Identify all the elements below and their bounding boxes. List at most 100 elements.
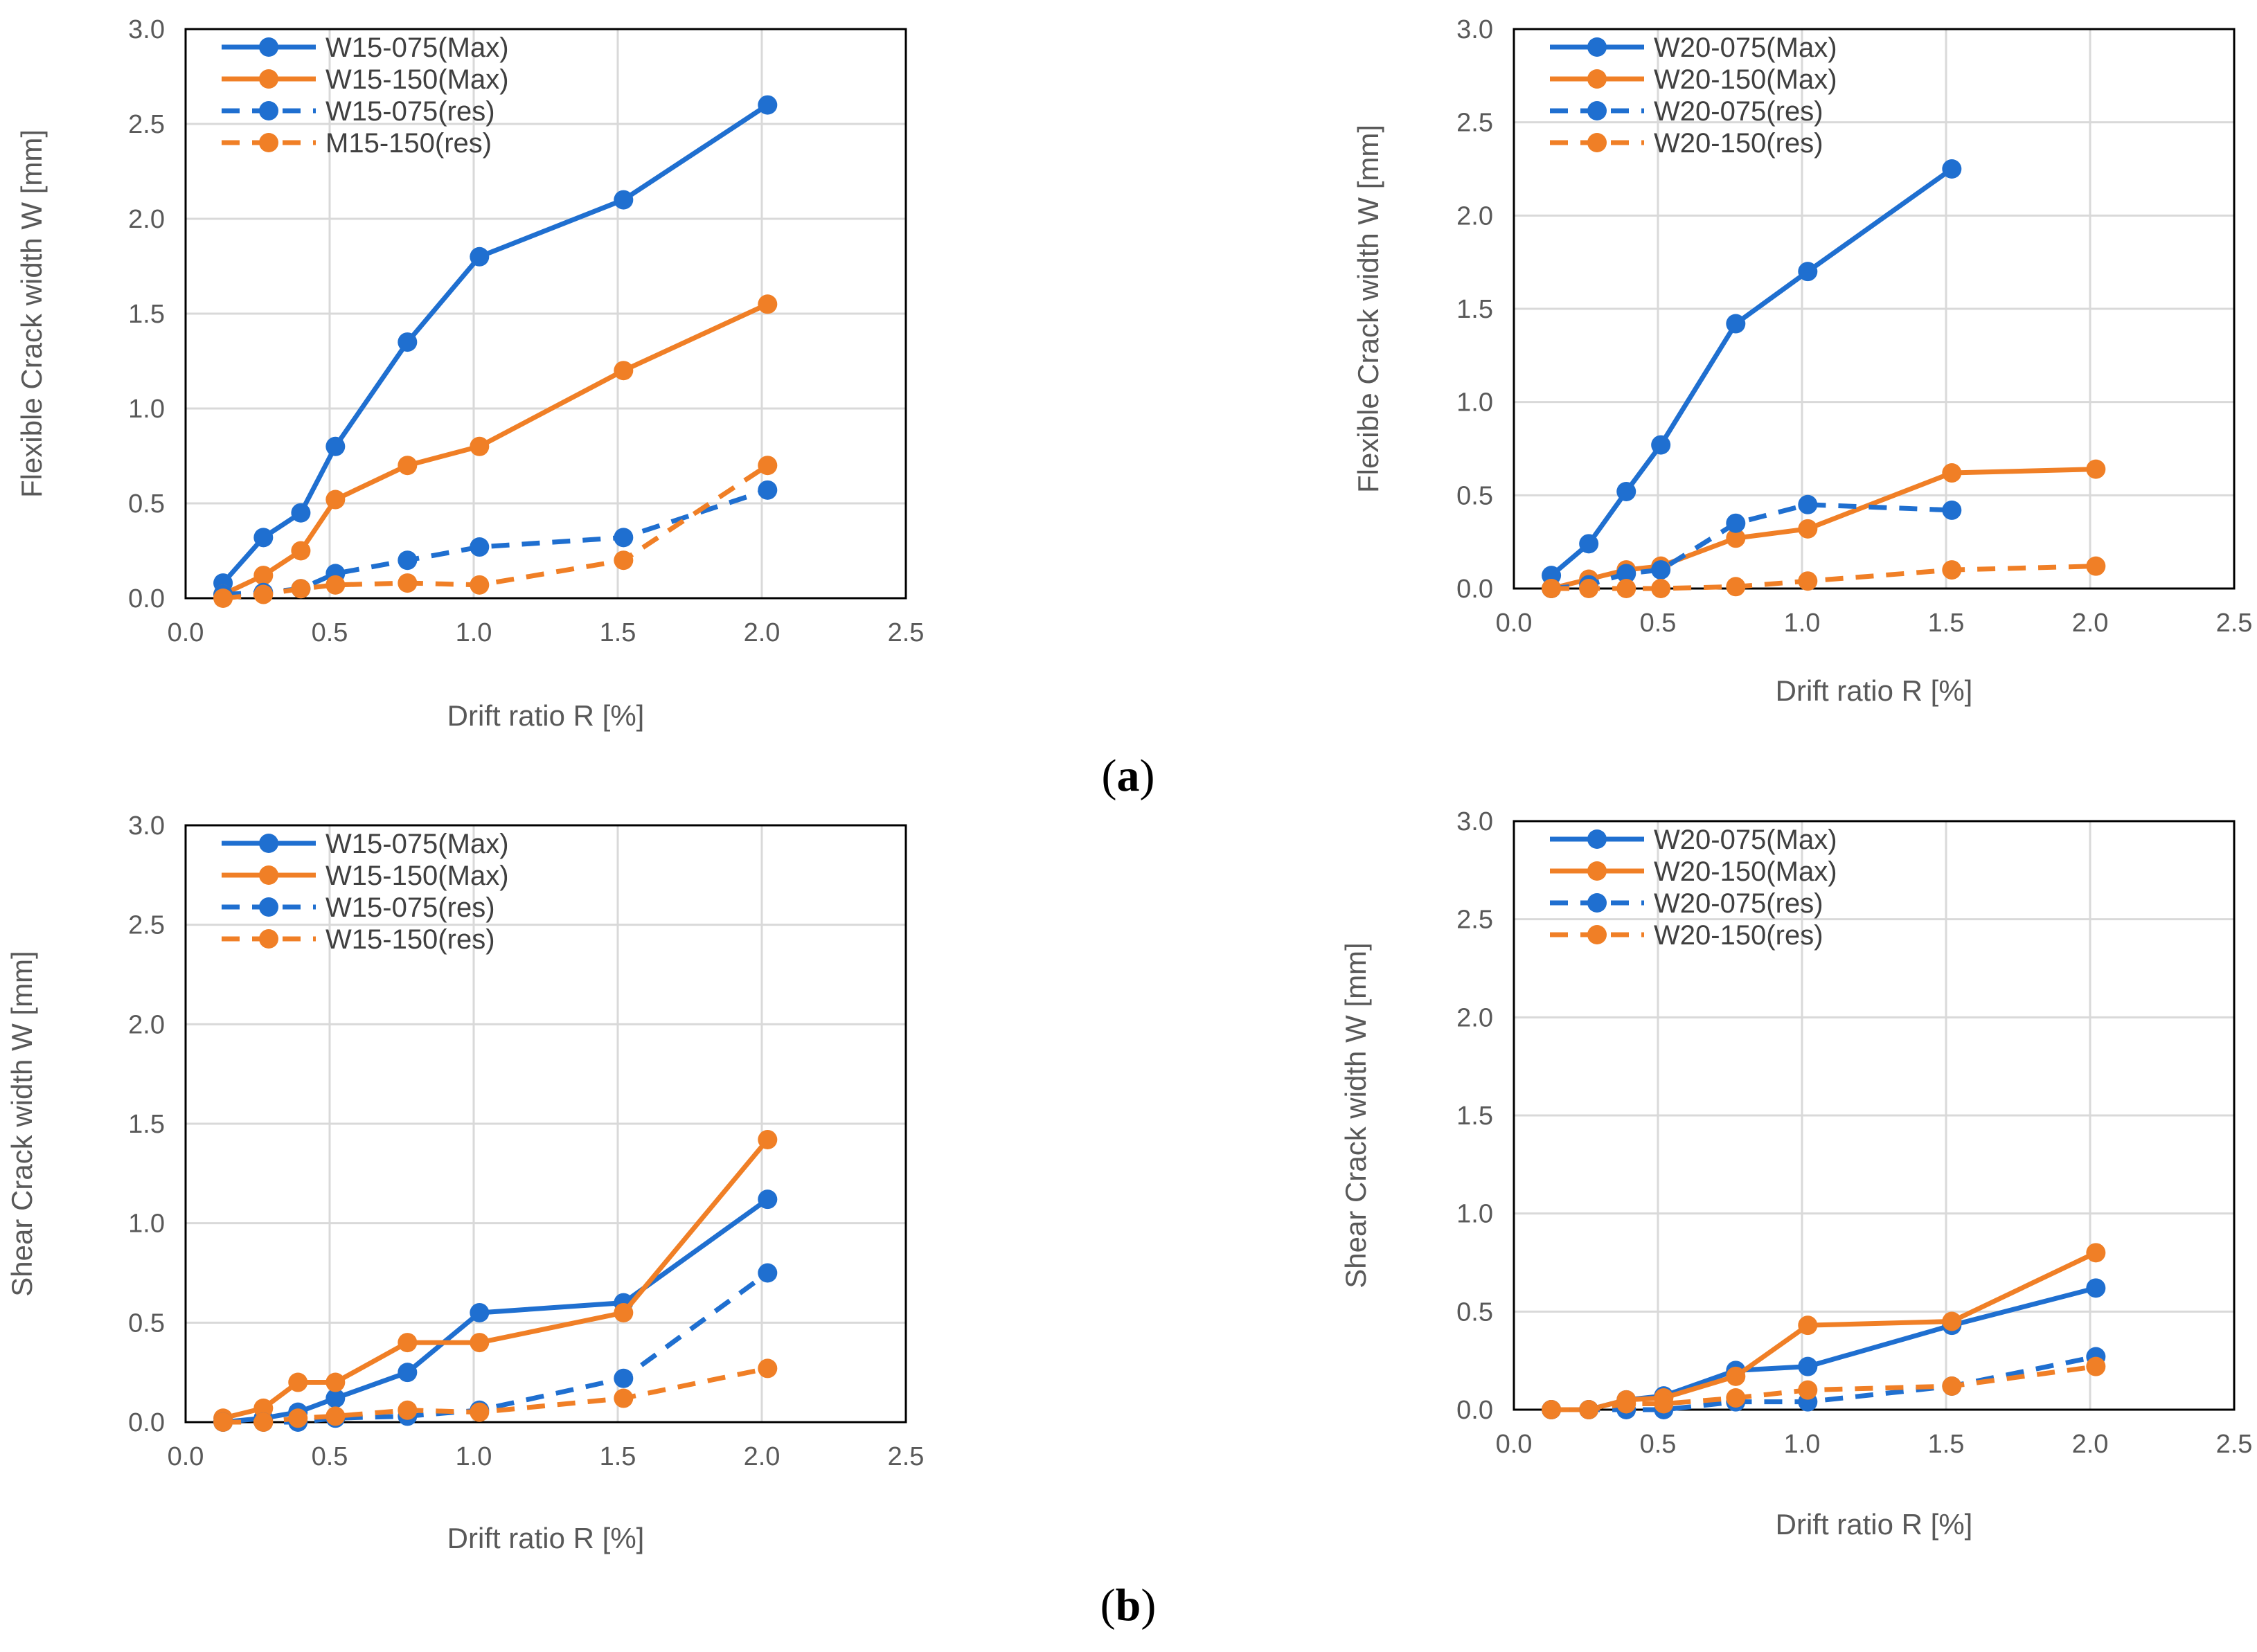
x-tick-label: 2.0 [2072, 609, 2109, 638]
data-point [325, 436, 346, 456]
data-point [1798, 494, 1818, 514]
data-point [398, 1333, 418, 1353]
x-tick-label: 0.5 [312, 1442, 348, 1471]
x-axis-title: Drift ratio R [%] [447, 699, 645, 732]
x-tick-label: 1.5 [1928, 1430, 1965, 1459]
data-point [2086, 1356, 2106, 1376]
y-tick-label: 0.0 [128, 584, 165, 613]
y-tick-label: 2.0 [128, 1010, 165, 1039]
data-point [398, 456, 418, 476]
legend-marker [1587, 893, 1607, 913]
legend-label: W15-075(Max) [325, 33, 509, 63]
data-point [1726, 1366, 1746, 1386]
data-point [470, 537, 490, 557]
x-tick-label: 0.5 [1640, 1430, 1677, 1459]
series-line [1549, 167, 1954, 577]
legend-label: M15-150(res) [325, 128, 492, 159]
data-point [470, 436, 490, 456]
legend-marker [259, 929, 278, 949]
y-tick-label: 3.0 [128, 15, 165, 44]
legend-marker [1587, 101, 1607, 120]
data-point [1798, 1316, 1818, 1336]
legend-label: W15-075(Max) [325, 829, 509, 859]
y-tick-label: 0.0 [128, 1408, 165, 1437]
data-point [1726, 314, 1746, 334]
data-point [398, 550, 418, 571]
legend-marker [1587, 925, 1607, 944]
x-tick-label: 2.5 [2216, 1430, 2253, 1459]
y-tick-label: 2.0 [1456, 1003, 1493, 1032]
data-point [1616, 564, 1636, 584]
y-tick-label: 1.0 [128, 1210, 165, 1239]
y-tick-label: 2.5 [128, 911, 165, 940]
data-point [758, 1189, 778, 1210]
data-point [253, 566, 274, 586]
y-tick-label: 3.0 [128, 811, 165, 841]
data-point [2086, 1243, 2106, 1263]
legend-label: W20-150(res) [1654, 920, 1823, 951]
y-tick-label: 1.0 [128, 395, 165, 424]
data-point [253, 584, 274, 604]
y-tick-label: 3.0 [1456, 807, 1493, 836]
data-point [758, 456, 778, 476]
data-point [398, 1400, 418, 1420]
data-point [1579, 534, 1599, 554]
chart-4: 0.0 0.5 1.0 1.5 2.0 2.5 0.0 0.5 1.0 1.5 2.0 2.5 3.0 D… [1339, 807, 2252, 1541]
data-point [1798, 519, 1818, 539]
series-2 [1542, 1243, 2106, 1419]
legend-label: W15-150(res) [325, 924, 495, 955]
legend-label: W15-075(res) [325, 96, 495, 127]
data-point [1942, 463, 1962, 483]
x-tick-label: 0.5 [1640, 609, 1677, 638]
x-axis-title: Drift ratio R [%] [1776, 1508, 1973, 1541]
data-point [614, 190, 634, 210]
legend-label: W20-075(res) [1654, 96, 1823, 127]
data-point [758, 95, 778, 115]
y-tick-label: 2.5 [1456, 109, 1493, 138]
legend: W20-075(Max)W20-150(Max)W20-075(res)W20-… [1550, 33, 1837, 159]
data-point [2086, 459, 2106, 479]
y-tick-label: 1.5 [128, 1110, 165, 1139]
chart-2: 0.0 0.5 1.0 1.5 2.0 2.5 0.0 0.5 1.0 1.5 2.0 2.5 3.0 D… [1352, 15, 2252, 707]
legend-marker [259, 69, 278, 89]
legend-label: W15-150(Max) [325, 861, 509, 891]
x-tick-label: 0.5 [312, 618, 348, 647]
data-point [470, 1333, 490, 1353]
data-point [470, 1402, 490, 1422]
y-tick-label: 2.0 [1456, 201, 1493, 231]
x-tick-label: 0.0 [1496, 609, 1533, 638]
plot-frame [184, 28, 907, 600]
x-tick-label: 1.0 [1784, 609, 1821, 638]
x-tick-label: 0.0 [168, 618, 204, 647]
y-tick-label: 1.5 [1456, 295, 1493, 324]
legend-label: W20-150(Max) [1654, 64, 1837, 95]
series-4 [213, 1358, 778, 1432]
data-point [325, 575, 346, 595]
data-point [1616, 1394, 1636, 1414]
data-point [288, 1408, 308, 1428]
x-tick-label: 2.0 [744, 618, 780, 647]
data-point [614, 550, 634, 571]
data-point [614, 1388, 634, 1408]
x-tick-label: 1.5 [600, 1442, 636, 1471]
y-tick-label: 2.5 [128, 110, 165, 139]
series-2 [213, 294, 778, 604]
data-point [1616, 579, 1636, 598]
series-2 [213, 1129, 778, 1428]
x-tick-label: 1.0 [456, 1442, 492, 1471]
legend-marker [1587, 37, 1607, 57]
data-point [758, 294, 778, 314]
legend: W15-075(Max)W15-150(Max)W15-075(res)M15-… [222, 33, 509, 159]
caption-b: (b) [1100, 1580, 1157, 1631]
series-line [1551, 1250, 2097, 1412]
data-point [614, 528, 634, 548]
y-tick-label: 3.0 [1456, 15, 1493, 44]
y-tick-label: 0.5 [128, 1309, 165, 1338]
legend-label: W20-075(Max) [1654, 825, 1837, 855]
series-4 [1542, 556, 2106, 598]
data-point [2086, 556, 2106, 576]
data-point [213, 589, 233, 608]
x-tick-label: 1.0 [456, 618, 492, 647]
legend-marker [1587, 133, 1607, 152]
